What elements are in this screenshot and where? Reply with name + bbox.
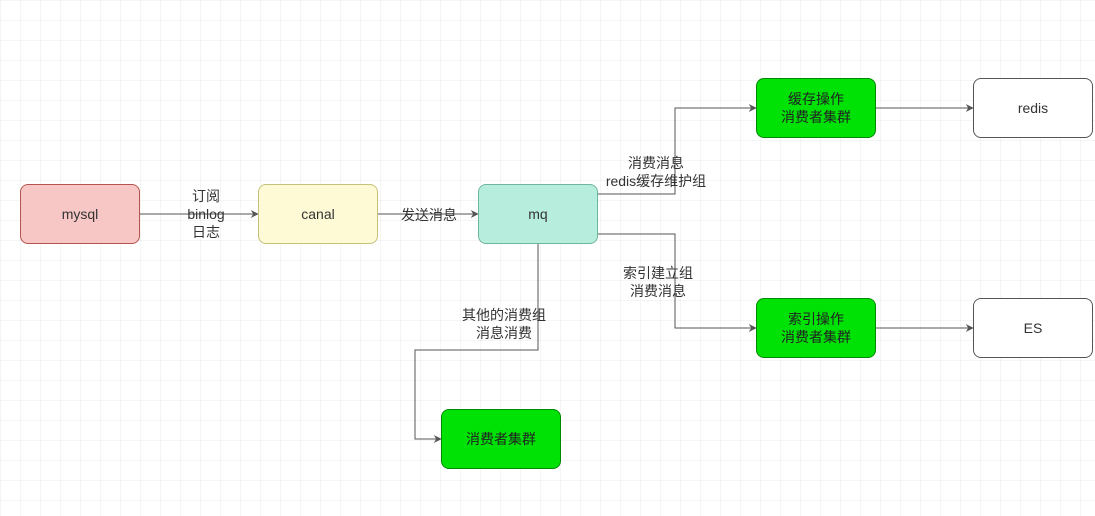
node-mysql: mysql: [20, 184, 140, 244]
node-cache-label: 缓存操作 消费者集群: [781, 90, 851, 126]
node-redis-label: redis: [1018, 99, 1048, 117]
node-mq-label: mq: [528, 205, 547, 223]
node-es: ES: [973, 298, 1093, 358]
edge-label-l_mq_cache: 消费消息 redis缓存维护组: [598, 154, 714, 190]
node-canal-label: canal: [301, 205, 334, 223]
node-canal: canal: [258, 184, 378, 244]
node-es-label: ES: [1024, 319, 1043, 337]
node-index: 索引操作 消费者集群: [756, 298, 876, 358]
node-index-label: 索引操作 消费者集群: [781, 310, 851, 346]
edge-label-l_mq_other: 其他的消费组 消息消费: [454, 306, 554, 342]
node-consumer: 消费者集群: [441, 409, 561, 469]
node-mq: mq: [478, 184, 598, 244]
edge-label-l_mq_index: 索引建立组 消费消息: [618, 264, 698, 300]
edge-label-l_canal_mq: 发送消息: [395, 206, 463, 224]
edge-label-l_mysql_canal: 订阅 binlog 日志: [176, 187, 236, 242]
node-cache: 缓存操作 消费者集群: [756, 78, 876, 138]
node-mysql-label: mysql: [62, 205, 99, 223]
node-redis: redis: [973, 78, 1093, 138]
node-consumer-label: 消费者集群: [466, 430, 536, 448]
